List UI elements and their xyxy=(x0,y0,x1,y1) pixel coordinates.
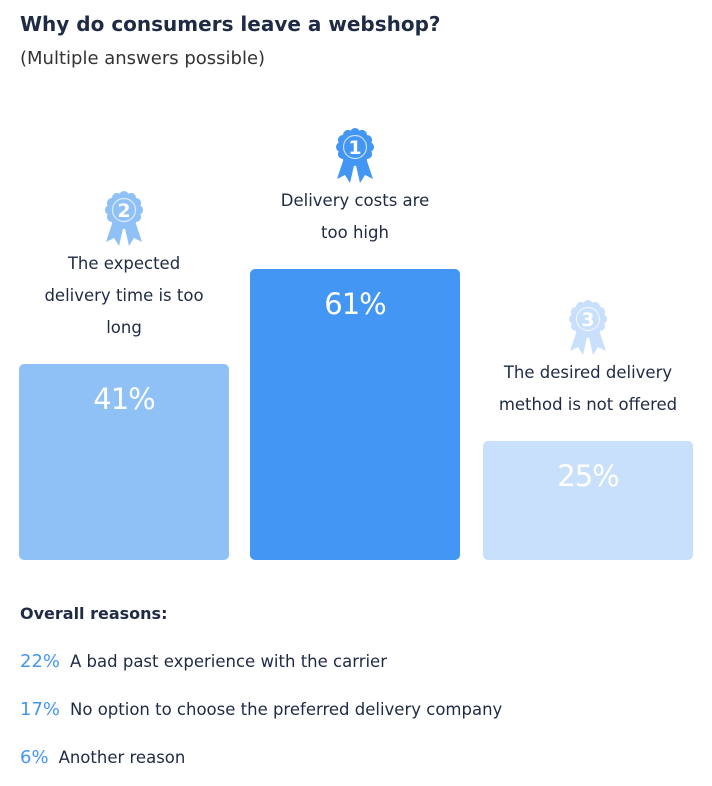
category-label: Delivery costs are too high xyxy=(280,191,430,243)
badge-ring xyxy=(111,198,137,223)
value-label: 25% xyxy=(557,458,619,493)
reasons-title: Overall reasons: xyxy=(20,604,168,623)
rank-number: 2 xyxy=(117,200,130,222)
rank-badge: 2 xyxy=(105,191,143,247)
category-header: 1 Delivery costs are too high xyxy=(250,127,460,249)
badge-body xyxy=(573,303,603,334)
reason-text: Another reason xyxy=(58,748,186,767)
badge-ring xyxy=(342,134,368,160)
value-label: 41% xyxy=(93,382,155,417)
reason-share: 22% xyxy=(20,651,61,672)
bar xyxy=(483,440,693,560)
badge-body xyxy=(340,132,370,163)
rank-number: 3 xyxy=(581,309,594,331)
rank-badge: 3 xyxy=(569,299,607,355)
category-header: 2 The expected delivery time is too long xyxy=(19,190,229,344)
chart-title: Why do consumers leave a webshop? xyxy=(20,12,441,36)
reason-share: 17% xyxy=(20,699,61,720)
chart-subtitle: (Multiple answers possible) xyxy=(20,48,266,69)
category-header: 3 The desired delivery method is not offe… xyxy=(483,299,693,421)
category-label: The desired delivery method is not offer… xyxy=(498,362,678,414)
value-label: 61% xyxy=(324,287,386,322)
reason-item: 6% Another reason xyxy=(20,747,185,768)
reason-text: No option to choose the preferred delive… xyxy=(70,700,503,719)
badge-body xyxy=(109,195,139,226)
bar xyxy=(19,364,229,560)
badge-ring xyxy=(575,306,601,331)
bar xyxy=(250,269,460,560)
reason-share: 6% xyxy=(20,747,49,768)
reason-item: 17% No option to choose the preferred del… xyxy=(20,699,502,720)
reason-text: A bad past experience with the carrier xyxy=(70,652,387,671)
reason-item: 22% A bad past experience with the carrie… xyxy=(20,651,387,672)
category-label: The expected delivery time is too long xyxy=(44,254,204,338)
rank-number: 1 xyxy=(348,137,361,159)
rank-badge: 1 xyxy=(336,128,374,184)
